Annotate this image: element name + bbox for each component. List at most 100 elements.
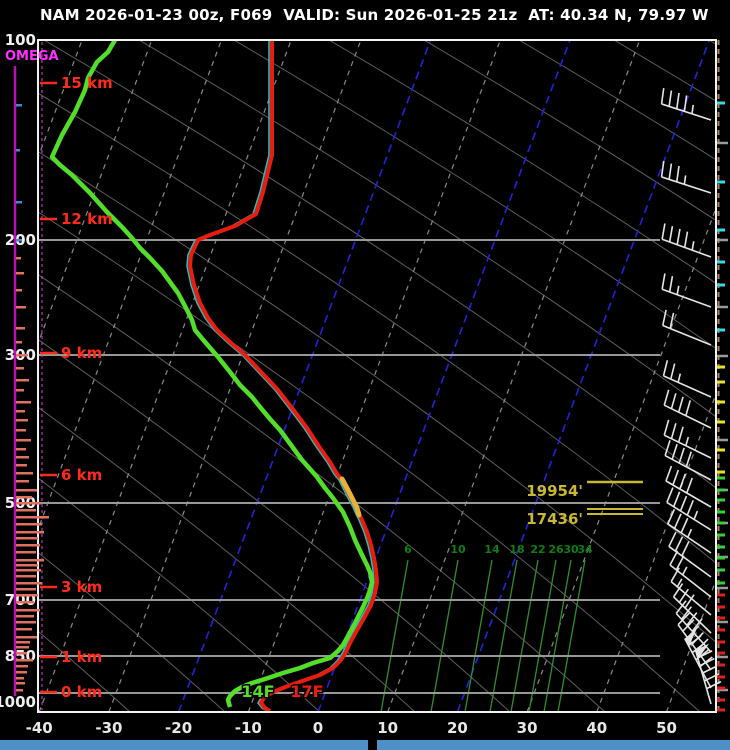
bottom-scrollbar xyxy=(0,740,730,750)
scrollbar-segment-right[interactable] xyxy=(377,740,730,750)
dry-adiabat-line xyxy=(138,40,716,418)
isotherm-line xyxy=(596,392,716,712)
isotherm-line xyxy=(665,578,716,712)
mixing-ratio-line xyxy=(510,559,539,712)
dry-adiabat-line xyxy=(233,40,716,350)
omega-bar xyxy=(16,472,33,475)
omega-bar xyxy=(16,659,33,662)
omega-axis-title: OMEGA xyxy=(5,49,59,64)
pressure-axis-label: 1000 xyxy=(0,693,36,711)
blue-isotherm-line xyxy=(177,40,432,712)
wind-barb xyxy=(662,360,712,398)
omega-bar xyxy=(16,652,27,655)
omega-bar xyxy=(16,429,26,432)
height-label: 3 km xyxy=(61,578,102,596)
dry-adiabat-line xyxy=(518,40,716,161)
dry-adiabat-line xyxy=(38,92,716,564)
wind-barb xyxy=(661,273,712,308)
wind-barb xyxy=(694,643,722,705)
temperature-axis-label: 0 xyxy=(313,719,323,737)
omega-bar xyxy=(16,575,36,578)
omega-bar xyxy=(16,523,42,526)
isotherm-line xyxy=(38,40,83,160)
omega-bar xyxy=(16,609,40,612)
altitude-marker-label: 19954' xyxy=(526,482,583,500)
wind-barb xyxy=(662,309,712,346)
pressure-axis-label: 700 xyxy=(5,591,36,609)
height-label: 15 km xyxy=(61,74,113,92)
mixing-ratio-label: 6 xyxy=(404,543,412,556)
temperature-axis-label: -40 xyxy=(26,719,53,737)
omega-bar xyxy=(16,354,28,357)
omega-bar xyxy=(16,628,32,631)
omega-bar xyxy=(16,582,42,585)
temperature-axis-label: 20 xyxy=(447,719,468,737)
height-label: 12 km xyxy=(61,210,113,228)
isotherm-line xyxy=(0,40,12,712)
dewpoint-curve xyxy=(49,40,375,708)
omega-bar xyxy=(16,665,28,668)
omega-bar xyxy=(16,559,44,562)
wind-barb xyxy=(667,508,712,554)
omega-bar xyxy=(16,341,22,344)
omega-bar-negative xyxy=(16,201,22,204)
sounding-curves xyxy=(49,40,379,712)
isotherm-line xyxy=(247,40,501,712)
mixing-ratio-label: 34 xyxy=(577,543,593,556)
omega-bar xyxy=(16,379,29,382)
isotherm-line xyxy=(526,206,716,712)
omega-bar xyxy=(16,439,31,442)
omega-bar-negative xyxy=(16,149,20,152)
dry-adiabat-line xyxy=(423,40,716,221)
temperature-axis-label: 10 xyxy=(377,719,398,737)
height-label: 1 km xyxy=(61,648,102,666)
temperature-axis-label: -20 xyxy=(165,719,192,737)
wind-barb xyxy=(664,440,712,481)
dry-adiabat-line xyxy=(38,551,226,712)
mixing-ratio-line xyxy=(430,559,459,712)
scrollbar-segment-left[interactable] xyxy=(0,740,368,750)
isotherm-line xyxy=(38,40,292,712)
omega-bar xyxy=(16,621,36,624)
pressure-axis-label: 850 xyxy=(5,647,36,665)
dry-adiabat-line xyxy=(38,150,716,643)
dry-adiabat-line xyxy=(38,338,511,712)
omega-bar-negative xyxy=(16,104,22,107)
blue-isotherm-line xyxy=(317,40,571,712)
chart-title: NAM 2026-01-23 00z, F069 VALID: Sun 2026… xyxy=(40,6,709,24)
omega-bar xyxy=(16,401,31,404)
omega-bar xyxy=(16,682,25,685)
omega-bar xyxy=(16,551,36,554)
temperature-axis-label: 40 xyxy=(586,719,607,737)
temperature-axis-label: 30 xyxy=(517,719,538,737)
mixing-ratio-label: 26 xyxy=(548,543,564,556)
omega-bar xyxy=(16,564,38,567)
omega-bar xyxy=(16,448,26,451)
omega-bar xyxy=(16,615,34,618)
pressure-axis-label: 100 xyxy=(5,31,36,49)
dry-adiabat-line xyxy=(38,211,701,712)
mixing-ratio-label: 18 xyxy=(509,543,524,556)
mixing-ratio-label: 14 xyxy=(484,543,500,556)
omega-bar xyxy=(16,537,38,540)
temperature-axis-label: -10 xyxy=(235,719,262,737)
surface-value-label: 17F xyxy=(290,682,323,701)
wind-barb xyxy=(668,531,712,578)
dry-adiabat-line xyxy=(43,40,716,489)
wind-barb xyxy=(665,465,712,508)
mixing-ratio-label: 22 xyxy=(530,543,545,556)
wind-barb xyxy=(661,223,712,258)
omega-bar xyxy=(16,272,24,275)
height-label: 0 km xyxy=(61,683,102,701)
omega-bar xyxy=(16,257,21,260)
dry-adiabat-line xyxy=(38,273,606,712)
mixing-ratio-line xyxy=(489,559,518,712)
height-label: 9 km xyxy=(61,344,102,362)
omega-bar xyxy=(16,327,25,330)
temperature-curve xyxy=(188,40,379,712)
omega-bar xyxy=(16,480,29,483)
wind-barb xyxy=(672,583,712,634)
omega-bar xyxy=(16,641,30,644)
